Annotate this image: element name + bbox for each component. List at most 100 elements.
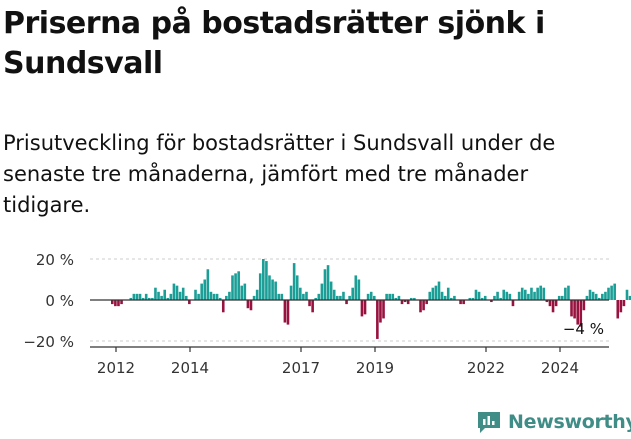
bar xyxy=(299,287,302,300)
bar xyxy=(391,293,395,300)
bar xyxy=(295,275,299,300)
bar xyxy=(255,289,259,300)
price-change-bar-chart: 20 % 0 % −20 % 2012 2014 2017 2019 2022 2024 −4 % xyxy=(23,251,631,377)
bar xyxy=(425,300,428,305)
bar xyxy=(570,300,573,317)
bar xyxy=(234,273,237,300)
bar xyxy=(530,287,533,300)
newsworthy-logo-text: Newsworthy xyxy=(508,411,631,433)
axes xyxy=(90,299,609,352)
bar xyxy=(212,293,216,300)
bar xyxy=(588,289,592,300)
bar xyxy=(243,283,247,300)
x-tick-label: 2014 xyxy=(171,359,209,377)
bar xyxy=(218,297,222,300)
bar xyxy=(271,279,274,300)
bar xyxy=(129,297,133,300)
bar xyxy=(111,300,114,305)
bar xyxy=(231,275,234,300)
bar xyxy=(320,283,324,300)
bar xyxy=(154,287,157,300)
bar xyxy=(169,293,173,300)
bar xyxy=(533,291,536,300)
bar xyxy=(524,289,527,300)
bar xyxy=(225,295,228,300)
bar xyxy=(557,295,561,300)
bar xyxy=(582,300,586,311)
bar xyxy=(591,291,595,300)
bar xyxy=(311,300,314,313)
chart-title: Priserna på bostadsrätter sjönk i Sundsv… xyxy=(3,6,545,81)
bar xyxy=(166,297,170,300)
bar xyxy=(351,287,354,300)
bar xyxy=(283,300,287,323)
bar xyxy=(339,295,342,300)
bar xyxy=(483,295,487,300)
bar xyxy=(480,297,484,300)
bar xyxy=(527,293,530,300)
bar xyxy=(579,300,583,327)
bar xyxy=(542,287,546,300)
bar xyxy=(573,300,576,319)
bar xyxy=(382,300,385,319)
bar xyxy=(147,297,151,300)
bar xyxy=(335,295,339,300)
bar xyxy=(604,291,607,300)
bar xyxy=(536,287,539,300)
bar xyxy=(268,275,271,300)
bar xyxy=(157,291,160,300)
bar xyxy=(163,289,166,300)
bar xyxy=(366,293,370,300)
bar xyxy=(252,295,256,300)
bar xyxy=(616,300,620,319)
newsworthy-logo-icon xyxy=(478,412,500,433)
bar xyxy=(450,297,453,300)
bar xyxy=(228,291,231,300)
bar xyxy=(209,291,213,300)
bar xyxy=(135,293,139,300)
bar xyxy=(462,300,465,305)
newsworthy-logo: Newsworthy xyxy=(476,410,631,434)
bar xyxy=(289,285,293,300)
bar xyxy=(628,295,631,300)
bar xyxy=(172,283,176,300)
y-tick-label: −20 % xyxy=(23,333,74,351)
bar xyxy=(422,300,425,311)
bar xyxy=(188,300,191,305)
bar xyxy=(215,293,219,300)
bar xyxy=(440,291,444,300)
bar xyxy=(413,297,416,300)
x-tick-label: 2012 xyxy=(97,359,135,377)
bar xyxy=(477,291,481,300)
bar xyxy=(613,283,616,300)
bar xyxy=(493,295,496,300)
bar xyxy=(178,291,182,300)
bar xyxy=(517,291,521,300)
bar xyxy=(240,285,244,300)
bar xyxy=(120,300,123,305)
bar xyxy=(203,279,207,300)
bar xyxy=(385,293,388,300)
bar xyxy=(496,291,499,300)
bar xyxy=(221,300,225,313)
bar xyxy=(237,271,240,300)
bar xyxy=(379,300,382,323)
bar xyxy=(419,300,422,313)
bar xyxy=(262,259,265,300)
bar xyxy=(607,287,610,300)
bar xyxy=(431,287,435,300)
y-tick-label: 20 % xyxy=(36,251,74,269)
bar xyxy=(132,293,136,300)
bar xyxy=(394,297,398,300)
bar xyxy=(314,297,318,300)
bar xyxy=(286,300,290,325)
bar xyxy=(376,300,379,339)
last-value-label: −4 % xyxy=(563,320,604,338)
bars xyxy=(111,259,631,339)
bar xyxy=(622,300,626,307)
bar xyxy=(502,289,506,300)
bar xyxy=(474,289,478,300)
tick-labels: 20 % 0 % −20 % 2012 2014 2017 2019 2022 2024 −4 % xyxy=(23,251,604,377)
bar xyxy=(560,295,564,300)
bar xyxy=(601,293,604,300)
